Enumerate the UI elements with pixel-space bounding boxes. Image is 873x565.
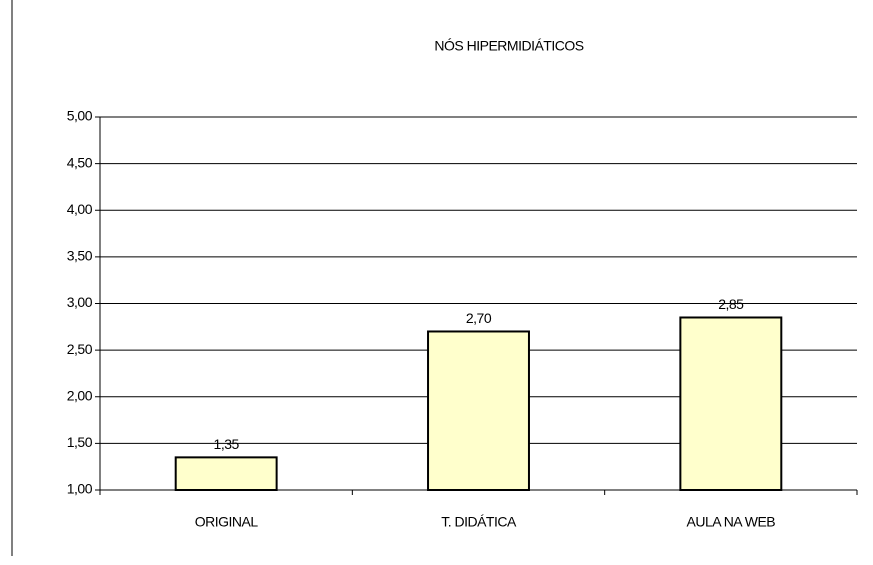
data-label: 2,85 xyxy=(718,296,744,312)
y-tick-label: 1,50 xyxy=(67,434,93,450)
x-tick-label: T. DIDÁTICA xyxy=(441,514,517,530)
y-tick-label: 1,00 xyxy=(67,481,93,497)
y-tick-label: 3,50 xyxy=(67,248,93,264)
x-tick-label: ORIGINAL xyxy=(195,514,259,530)
bar xyxy=(679,316,783,491)
data-label: 2,70 xyxy=(466,310,492,326)
x-tick-label: AULA NA WEB xyxy=(687,514,776,530)
bar xyxy=(174,456,278,491)
y-tick-label: 4,00 xyxy=(67,201,93,217)
chart-title: NÓS HIPERMIDIÁTICOS xyxy=(434,38,583,54)
y-tick-label: 5,00 xyxy=(67,108,93,124)
bar xyxy=(427,330,530,491)
y-tick-label: 2,50 xyxy=(67,341,93,357)
y-tick-label: 3,00 xyxy=(67,294,93,310)
data-label: 1,35 xyxy=(214,436,240,452)
y-tick-label: 4,50 xyxy=(67,154,93,170)
y-tick-label: 2,00 xyxy=(67,387,93,403)
